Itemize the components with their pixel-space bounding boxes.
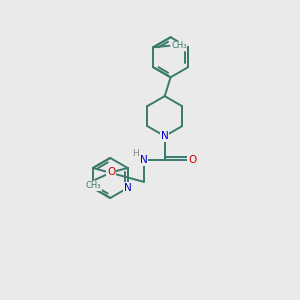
Text: N: N — [140, 155, 147, 165]
Text: N: N — [124, 183, 131, 193]
Text: CH₃: CH₃ — [86, 181, 101, 190]
Text: N: N — [161, 131, 169, 141]
Text: H: H — [132, 149, 139, 158]
Text: O: O — [107, 167, 116, 177]
Text: CH₃: CH₃ — [172, 41, 187, 50]
Text: O: O — [188, 155, 196, 165]
